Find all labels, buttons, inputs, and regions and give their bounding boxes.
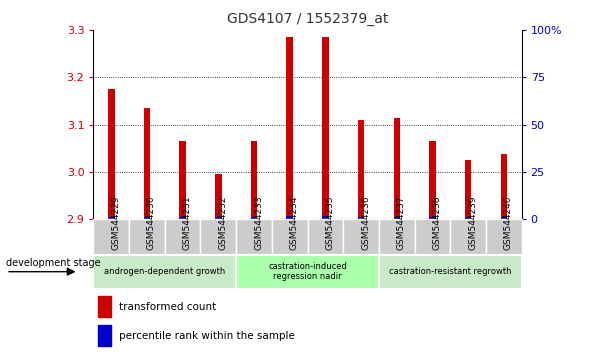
Text: GSM544232: GSM544232 (218, 196, 227, 250)
Text: GSM544239: GSM544239 (468, 196, 477, 250)
Bar (308, 219, 343, 255)
Text: androgen-dependent growth: androgen-dependent growth (104, 267, 226, 276)
Text: GSM544236: GSM544236 (361, 196, 370, 250)
Bar (394, 118, 400, 219)
Bar (394, 217, 400, 219)
Bar (251, 141, 257, 219)
Bar (465, 217, 472, 219)
Bar (465, 160, 472, 219)
Bar (358, 120, 364, 219)
Bar (215, 173, 221, 219)
Text: castration-resistant regrowth: castration-resistant regrowth (389, 267, 511, 276)
Bar (379, 255, 522, 289)
Text: GSM544234: GSM544234 (289, 196, 298, 250)
Bar (322, 216, 329, 219)
Text: GSM544233: GSM544233 (254, 196, 263, 250)
Bar (343, 219, 379, 255)
Bar (286, 37, 293, 219)
Text: percentile rank within the sample: percentile rank within the sample (119, 331, 295, 341)
Text: GSM544235: GSM544235 (326, 196, 335, 250)
Bar (108, 217, 115, 219)
Bar (429, 141, 435, 219)
Bar (500, 154, 507, 219)
Bar (286, 216, 293, 219)
Bar (98, 296, 110, 316)
Text: development stage: development stage (6, 258, 101, 268)
Text: GSM544229: GSM544229 (112, 196, 121, 250)
Bar (486, 219, 522, 255)
Text: GSM544238: GSM544238 (432, 196, 441, 250)
Title: GDS4107 / 1552379_at: GDS4107 / 1552379_at (227, 12, 388, 26)
Bar (98, 325, 110, 346)
Bar (180, 217, 186, 219)
Bar (144, 217, 150, 219)
Bar (93, 255, 236, 289)
Bar (358, 217, 364, 219)
Text: GSM544237: GSM544237 (397, 196, 406, 250)
Bar (379, 219, 415, 255)
Bar (415, 219, 450, 255)
Bar (272, 219, 308, 255)
Bar (251, 217, 257, 219)
Bar (93, 219, 129, 255)
Text: GSM544240: GSM544240 (504, 196, 513, 250)
Bar (144, 108, 150, 219)
Bar (236, 219, 272, 255)
Bar (165, 219, 200, 255)
Bar (500, 217, 507, 219)
Bar (322, 37, 329, 219)
Text: GSM544230: GSM544230 (147, 196, 156, 250)
Bar (108, 89, 115, 219)
Bar (129, 219, 165, 255)
Bar (180, 141, 186, 219)
Bar (215, 217, 221, 219)
Bar (236, 255, 379, 289)
Bar (450, 219, 486, 255)
Bar (429, 217, 435, 219)
Bar (200, 219, 236, 255)
Text: castration-induced
regression nadir: castration-induced regression nadir (268, 262, 347, 281)
Text: GSM544231: GSM544231 (183, 196, 192, 250)
Text: transformed count: transformed count (119, 302, 216, 312)
